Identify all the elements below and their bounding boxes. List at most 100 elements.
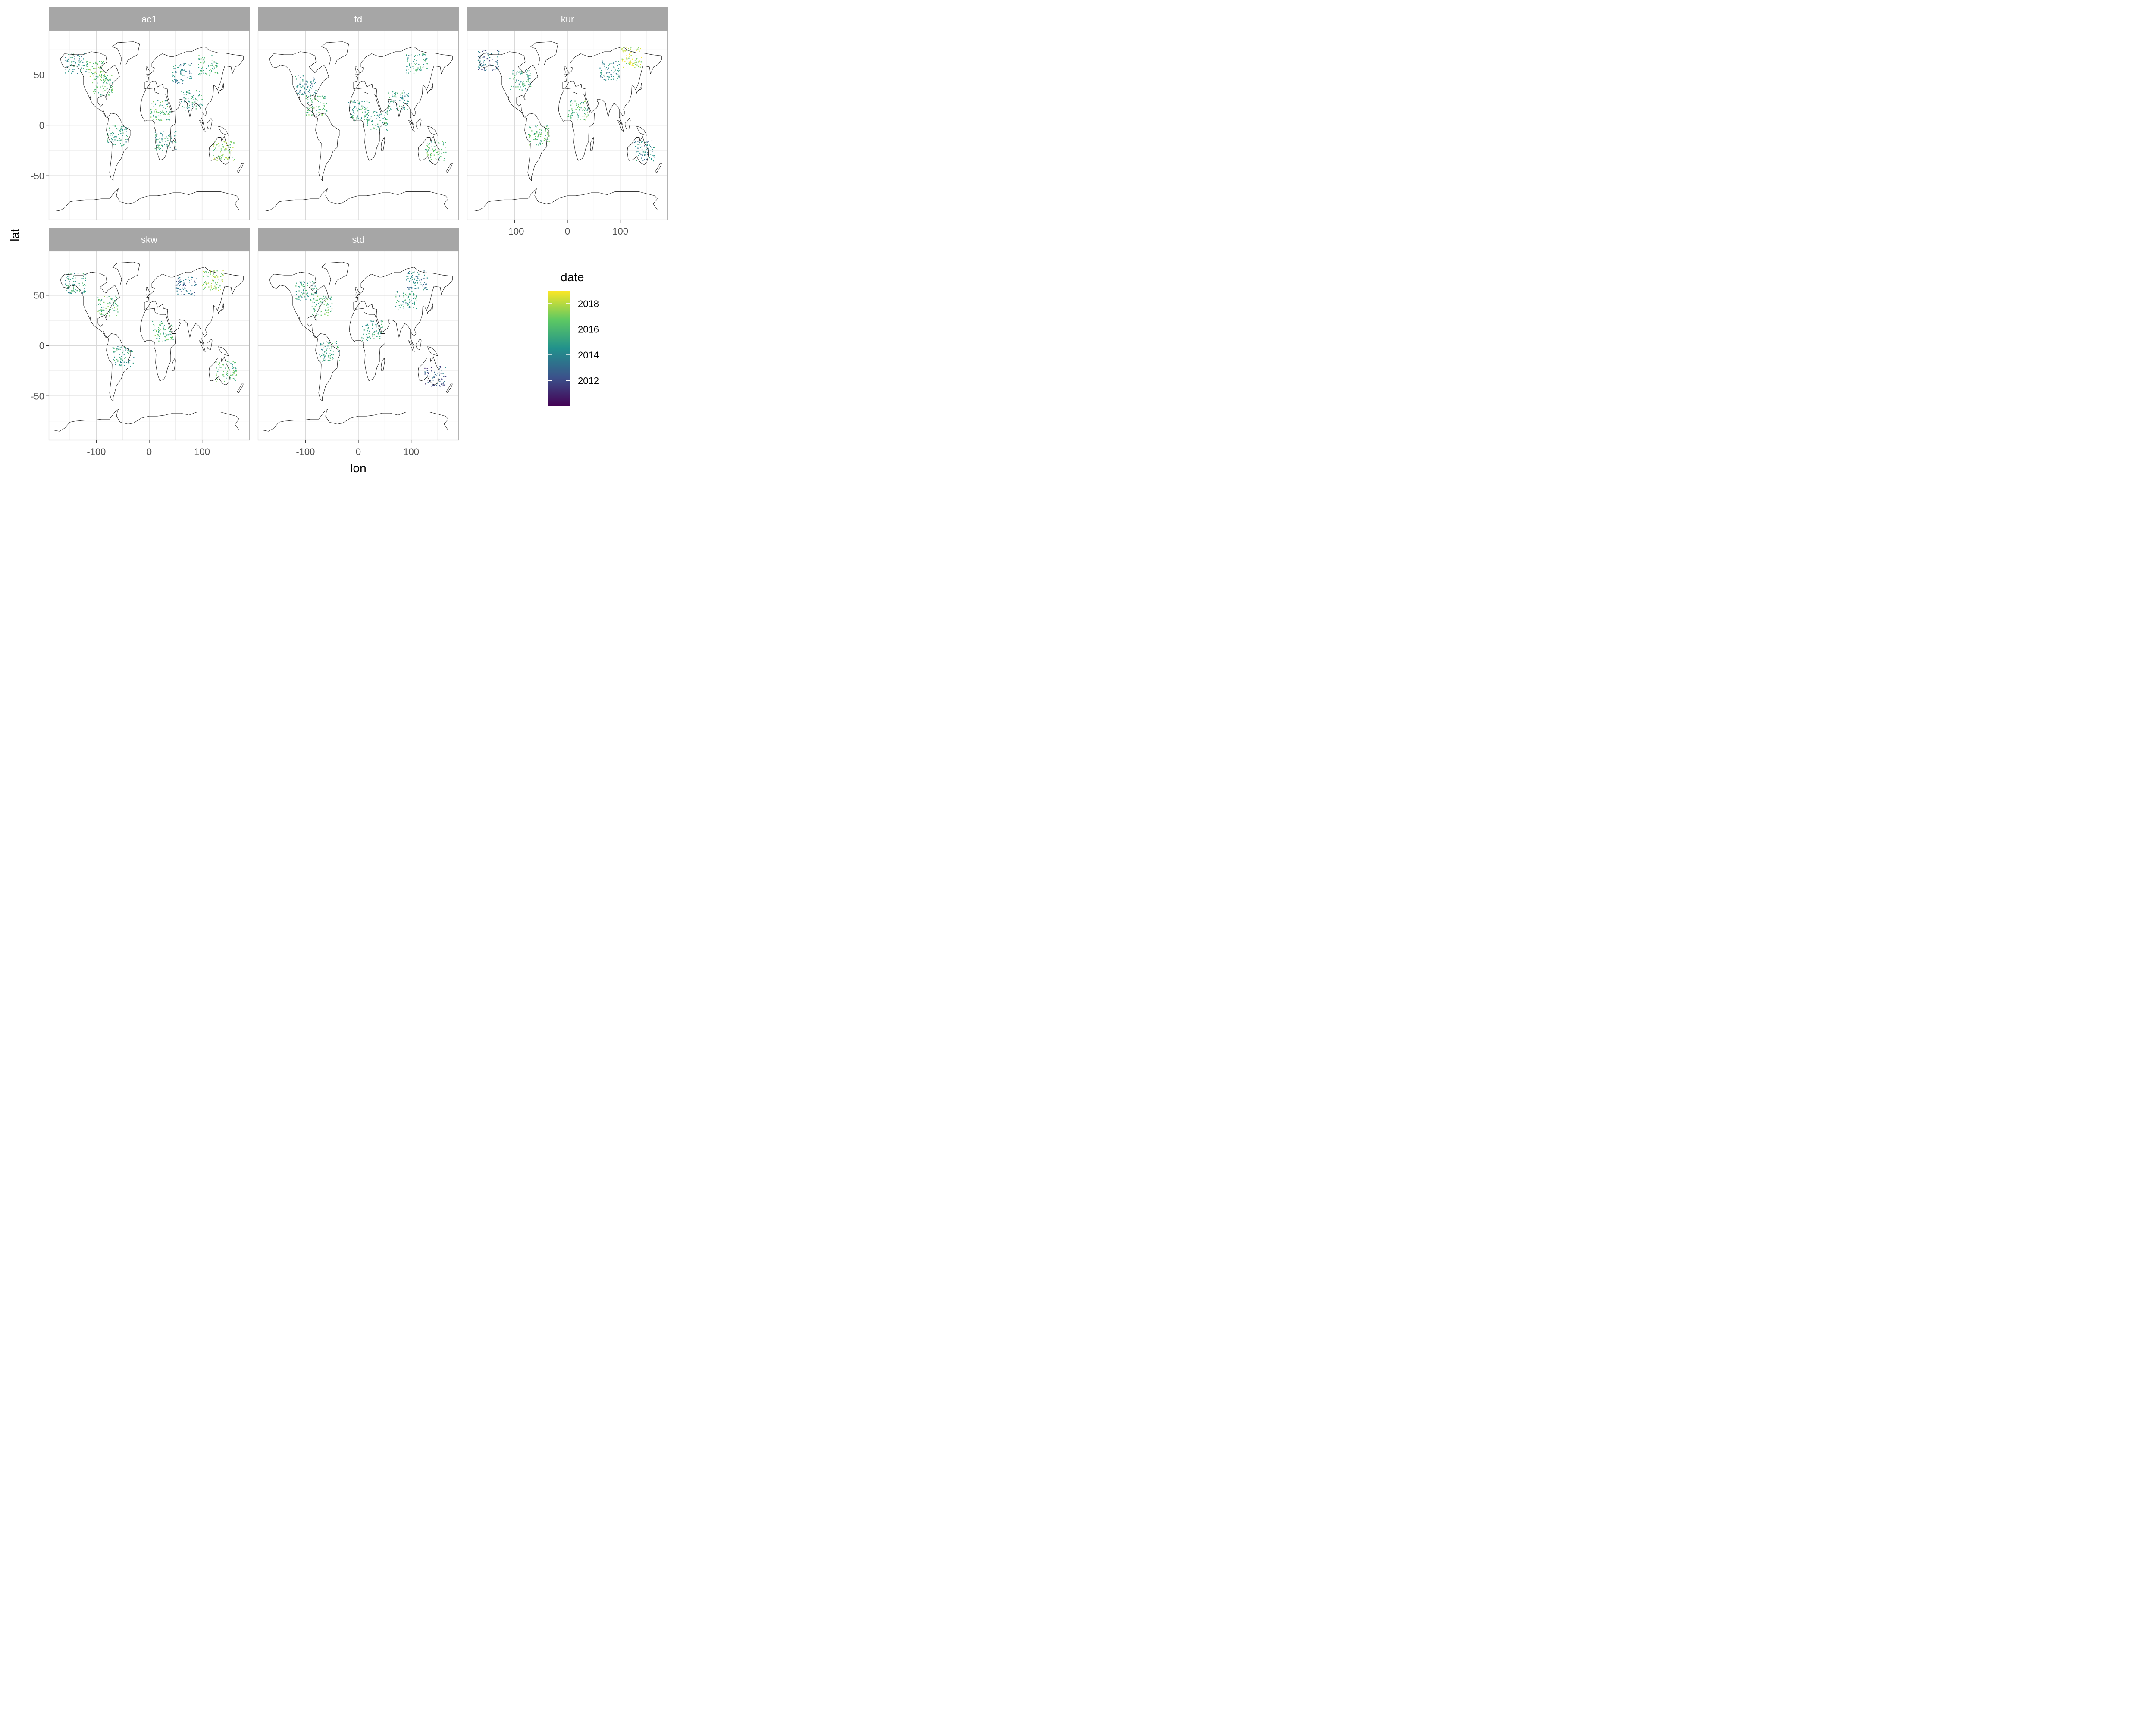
data-point [201,105,203,106]
data-point [164,138,166,139]
data-point [182,285,184,286]
data-point [92,82,94,84]
data-point [100,94,102,96]
data-point [188,92,190,94]
data-point [113,303,114,304]
data-point [404,109,405,110]
data-point [111,298,113,299]
data-point [636,61,638,63]
data-point [354,100,355,102]
data-point [411,277,413,278]
data-point [400,97,401,98]
data-point [116,297,117,298]
data-point [130,366,131,367]
data-point [584,100,586,102]
data-point [158,147,160,149]
data-point [518,72,520,73]
data-point [647,154,649,155]
data-point [427,149,429,151]
data-point [216,66,217,68]
data-point [84,290,85,292]
data-point [123,361,125,363]
data-point [121,362,122,363]
data-point [527,76,529,77]
data-point [222,146,224,147]
data-point [440,366,441,367]
data-point [91,66,93,67]
data-point [211,283,213,284]
data-point [230,375,232,376]
data-point [109,312,110,313]
data-point [585,119,586,121]
data-point [109,128,110,129]
data-point [419,54,420,56]
data-point [526,74,528,75]
data-point [568,116,570,117]
coastline-britain [146,66,150,75]
coastline-africa [349,88,385,161]
data-point [187,91,188,93]
data-point [377,114,379,116]
data-point [295,75,296,77]
data-point [331,346,332,348]
data-point [365,324,367,326]
data-point [212,289,213,290]
data-point [617,70,619,71]
data-point [417,287,419,289]
data-point [369,330,370,332]
data-point [442,144,444,146]
data-point [183,289,184,290]
data-point [579,107,580,108]
data-point [479,60,481,62]
data-point [221,150,222,151]
data-point [156,331,157,332]
data-point [368,115,369,116]
coastline-north-america [60,51,120,118]
data-point [104,86,106,87]
data-point [479,68,480,69]
data-point [181,280,182,282]
data-point [623,47,624,48]
data-point [67,288,69,289]
data-point [302,93,303,94]
data-point [302,285,304,287]
data-point [159,144,160,146]
data-point [431,159,432,160]
data-point [604,66,605,67]
data-point [516,81,517,82]
data-point [411,287,413,289]
data-point [79,290,80,292]
data-point [213,144,215,145]
data-point [111,139,113,141]
data-point [202,99,203,100]
data-point [192,96,193,97]
data-point [361,105,363,107]
data-point [538,133,539,135]
data-point [311,100,312,102]
data-point [151,103,153,104]
data-point [368,119,369,121]
data-point [401,109,403,110]
data-point [316,315,317,316]
data-point [523,81,524,82]
data-point [189,105,190,106]
data-point [98,304,99,305]
data-point [71,293,72,294]
data-point [86,66,88,67]
data-point [398,305,400,306]
data-point [379,114,380,116]
data-point [131,350,132,351]
data-point [100,300,102,301]
data-point [116,140,118,141]
data-point [320,314,322,316]
data-point [117,360,119,361]
data-point [415,282,416,283]
data-point [75,281,76,282]
data-point [189,101,190,103]
data-point [361,118,362,119]
data-point [69,279,71,280]
data-point [301,284,303,285]
data-point [534,133,535,134]
coastline-north-america [478,51,538,118]
data-point [431,141,432,143]
